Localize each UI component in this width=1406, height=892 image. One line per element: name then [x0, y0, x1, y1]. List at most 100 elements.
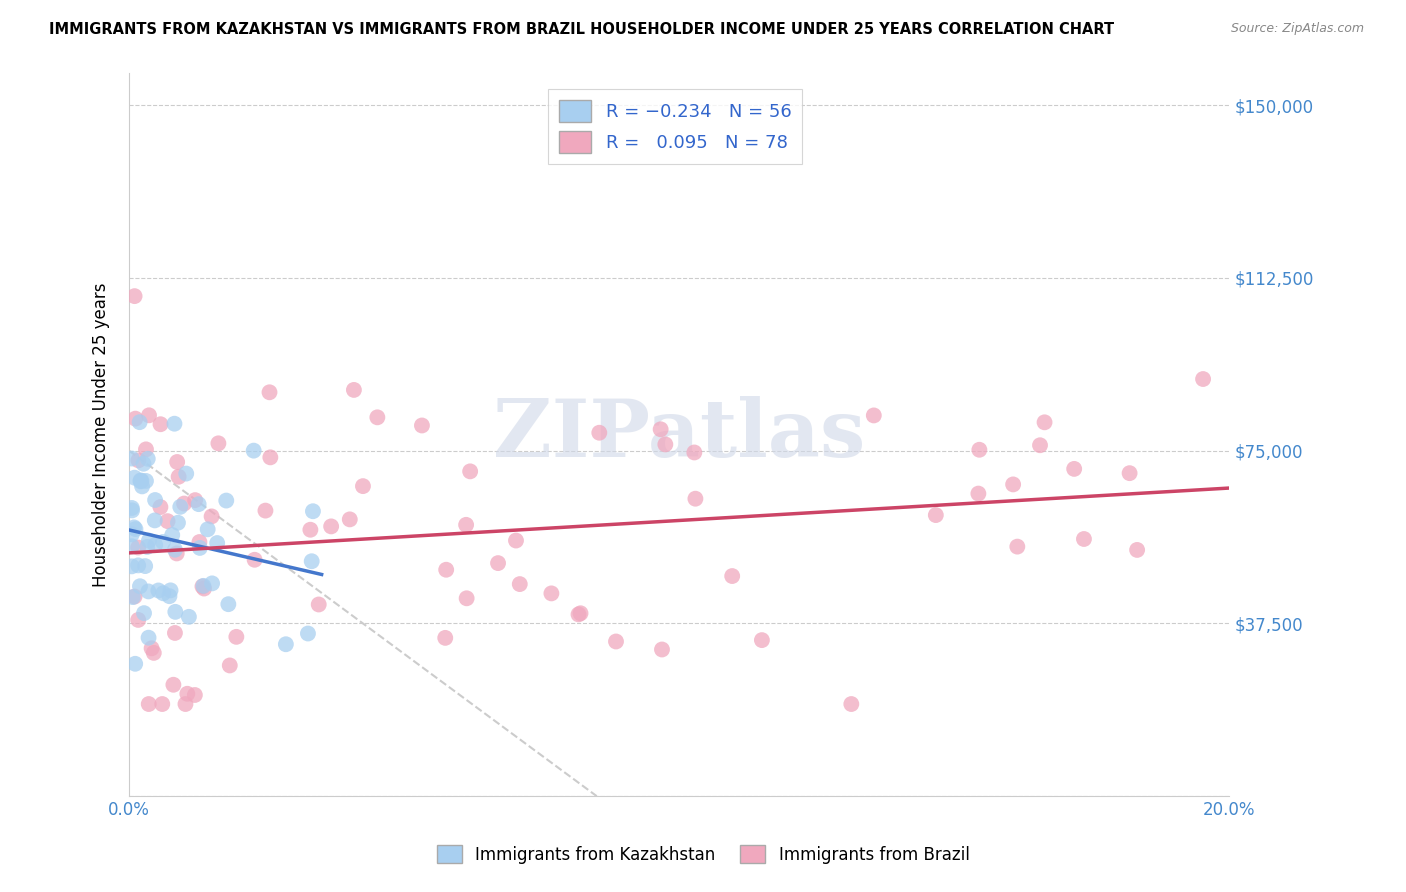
Point	[1192, 372, 1215, 386]
Point	[188, 541, 211, 555]
Point	[411, 418, 433, 433]
Point	[166, 546, 188, 560]
Point	[127, 613, 149, 627]
Text: Source: ZipAtlas.com: Source: ZipAtlas.com	[1230, 22, 1364, 36]
Point	[197, 522, 219, 536]
Point	[259, 450, 281, 465]
Point	[215, 493, 238, 508]
Point	[149, 417, 172, 432]
Point	[254, 503, 277, 517]
Point	[650, 422, 672, 436]
Point	[121, 503, 143, 517]
Point	[839, 697, 862, 711]
Point	[187, 497, 209, 511]
Point	[683, 445, 706, 459]
Point	[301, 554, 323, 568]
Point	[132, 606, 155, 620]
Legend: Immigrants from Kazakhstan, Immigrants from Brazil: Immigrants from Kazakhstan, Immigrants f…	[430, 838, 976, 871]
Point	[138, 631, 160, 645]
Point	[217, 597, 239, 611]
Point	[205, 536, 228, 550]
Point	[967, 486, 990, 500]
Point	[148, 583, 170, 598]
Point	[434, 631, 457, 645]
Point	[177, 610, 200, 624]
Point	[352, 479, 374, 493]
Point	[721, 569, 744, 583]
Point	[184, 688, 207, 702]
Point	[456, 591, 478, 606]
Point	[1126, 543, 1149, 558]
Point	[122, 520, 145, 534]
Point	[142, 646, 165, 660]
Point	[458, 464, 481, 478]
Point	[165, 605, 187, 619]
Text: ZIPatlas: ZIPatlas	[494, 395, 865, 474]
Point	[225, 630, 247, 644]
Point	[343, 383, 366, 397]
Point	[1029, 438, 1052, 452]
Point	[124, 289, 146, 303]
Point	[160, 528, 183, 542]
Point	[124, 471, 146, 485]
Point	[434, 563, 457, 577]
Point	[159, 583, 181, 598]
Point	[138, 697, 160, 711]
Point	[128, 415, 150, 429]
Point	[149, 500, 172, 514]
Point	[540, 586, 562, 600]
Point	[169, 500, 191, 514]
Point	[127, 558, 149, 573]
Point	[274, 637, 297, 651]
Point	[193, 579, 215, 593]
Point	[121, 500, 143, 515]
Point	[1063, 462, 1085, 476]
Point	[124, 590, 146, 604]
Point	[131, 479, 153, 493]
Point	[136, 451, 159, 466]
Point	[134, 559, 156, 574]
Point	[163, 417, 186, 431]
Point	[243, 553, 266, 567]
Point	[138, 533, 160, 548]
Point	[308, 598, 330, 612]
Point	[321, 519, 343, 533]
Point	[121, 451, 143, 466]
Point	[127, 541, 149, 555]
Y-axis label: Householder Income Under 25 years: Householder Income Under 25 years	[93, 283, 110, 587]
Point	[121, 559, 143, 574]
Point	[124, 411, 146, 425]
Point	[135, 474, 157, 488]
Point	[163, 626, 186, 640]
Point	[156, 514, 179, 528]
Point	[200, 509, 222, 524]
Point	[167, 516, 190, 530]
Point	[191, 579, 214, 593]
Point	[207, 436, 229, 450]
Point	[456, 517, 478, 532]
Point	[651, 642, 673, 657]
Point	[166, 455, 188, 469]
Point	[138, 584, 160, 599]
Point	[218, 658, 240, 673]
Point	[121, 590, 143, 604]
Point	[1002, 477, 1025, 491]
Point	[259, 385, 281, 400]
Point	[150, 697, 173, 711]
Point	[129, 579, 152, 593]
Point	[127, 453, 149, 467]
Point	[131, 474, 153, 488]
Point	[366, 410, 388, 425]
Point	[184, 493, 207, 508]
Point	[486, 556, 509, 570]
Point	[201, 576, 224, 591]
Point	[143, 513, 166, 527]
Text: IMMIGRANTS FROM KAZAKHSTAN VS IMMIGRANTS FROM BRAZIL HOUSEHOLDER INCOME UNDER 25: IMMIGRANTS FROM KAZAKHSTAN VS IMMIGRANTS…	[49, 22, 1115, 37]
Point	[1007, 540, 1029, 554]
Point	[1073, 532, 1095, 546]
Point	[174, 697, 197, 711]
Point	[135, 442, 157, 457]
Point	[969, 442, 991, 457]
Point	[567, 607, 589, 622]
Point	[654, 437, 676, 451]
